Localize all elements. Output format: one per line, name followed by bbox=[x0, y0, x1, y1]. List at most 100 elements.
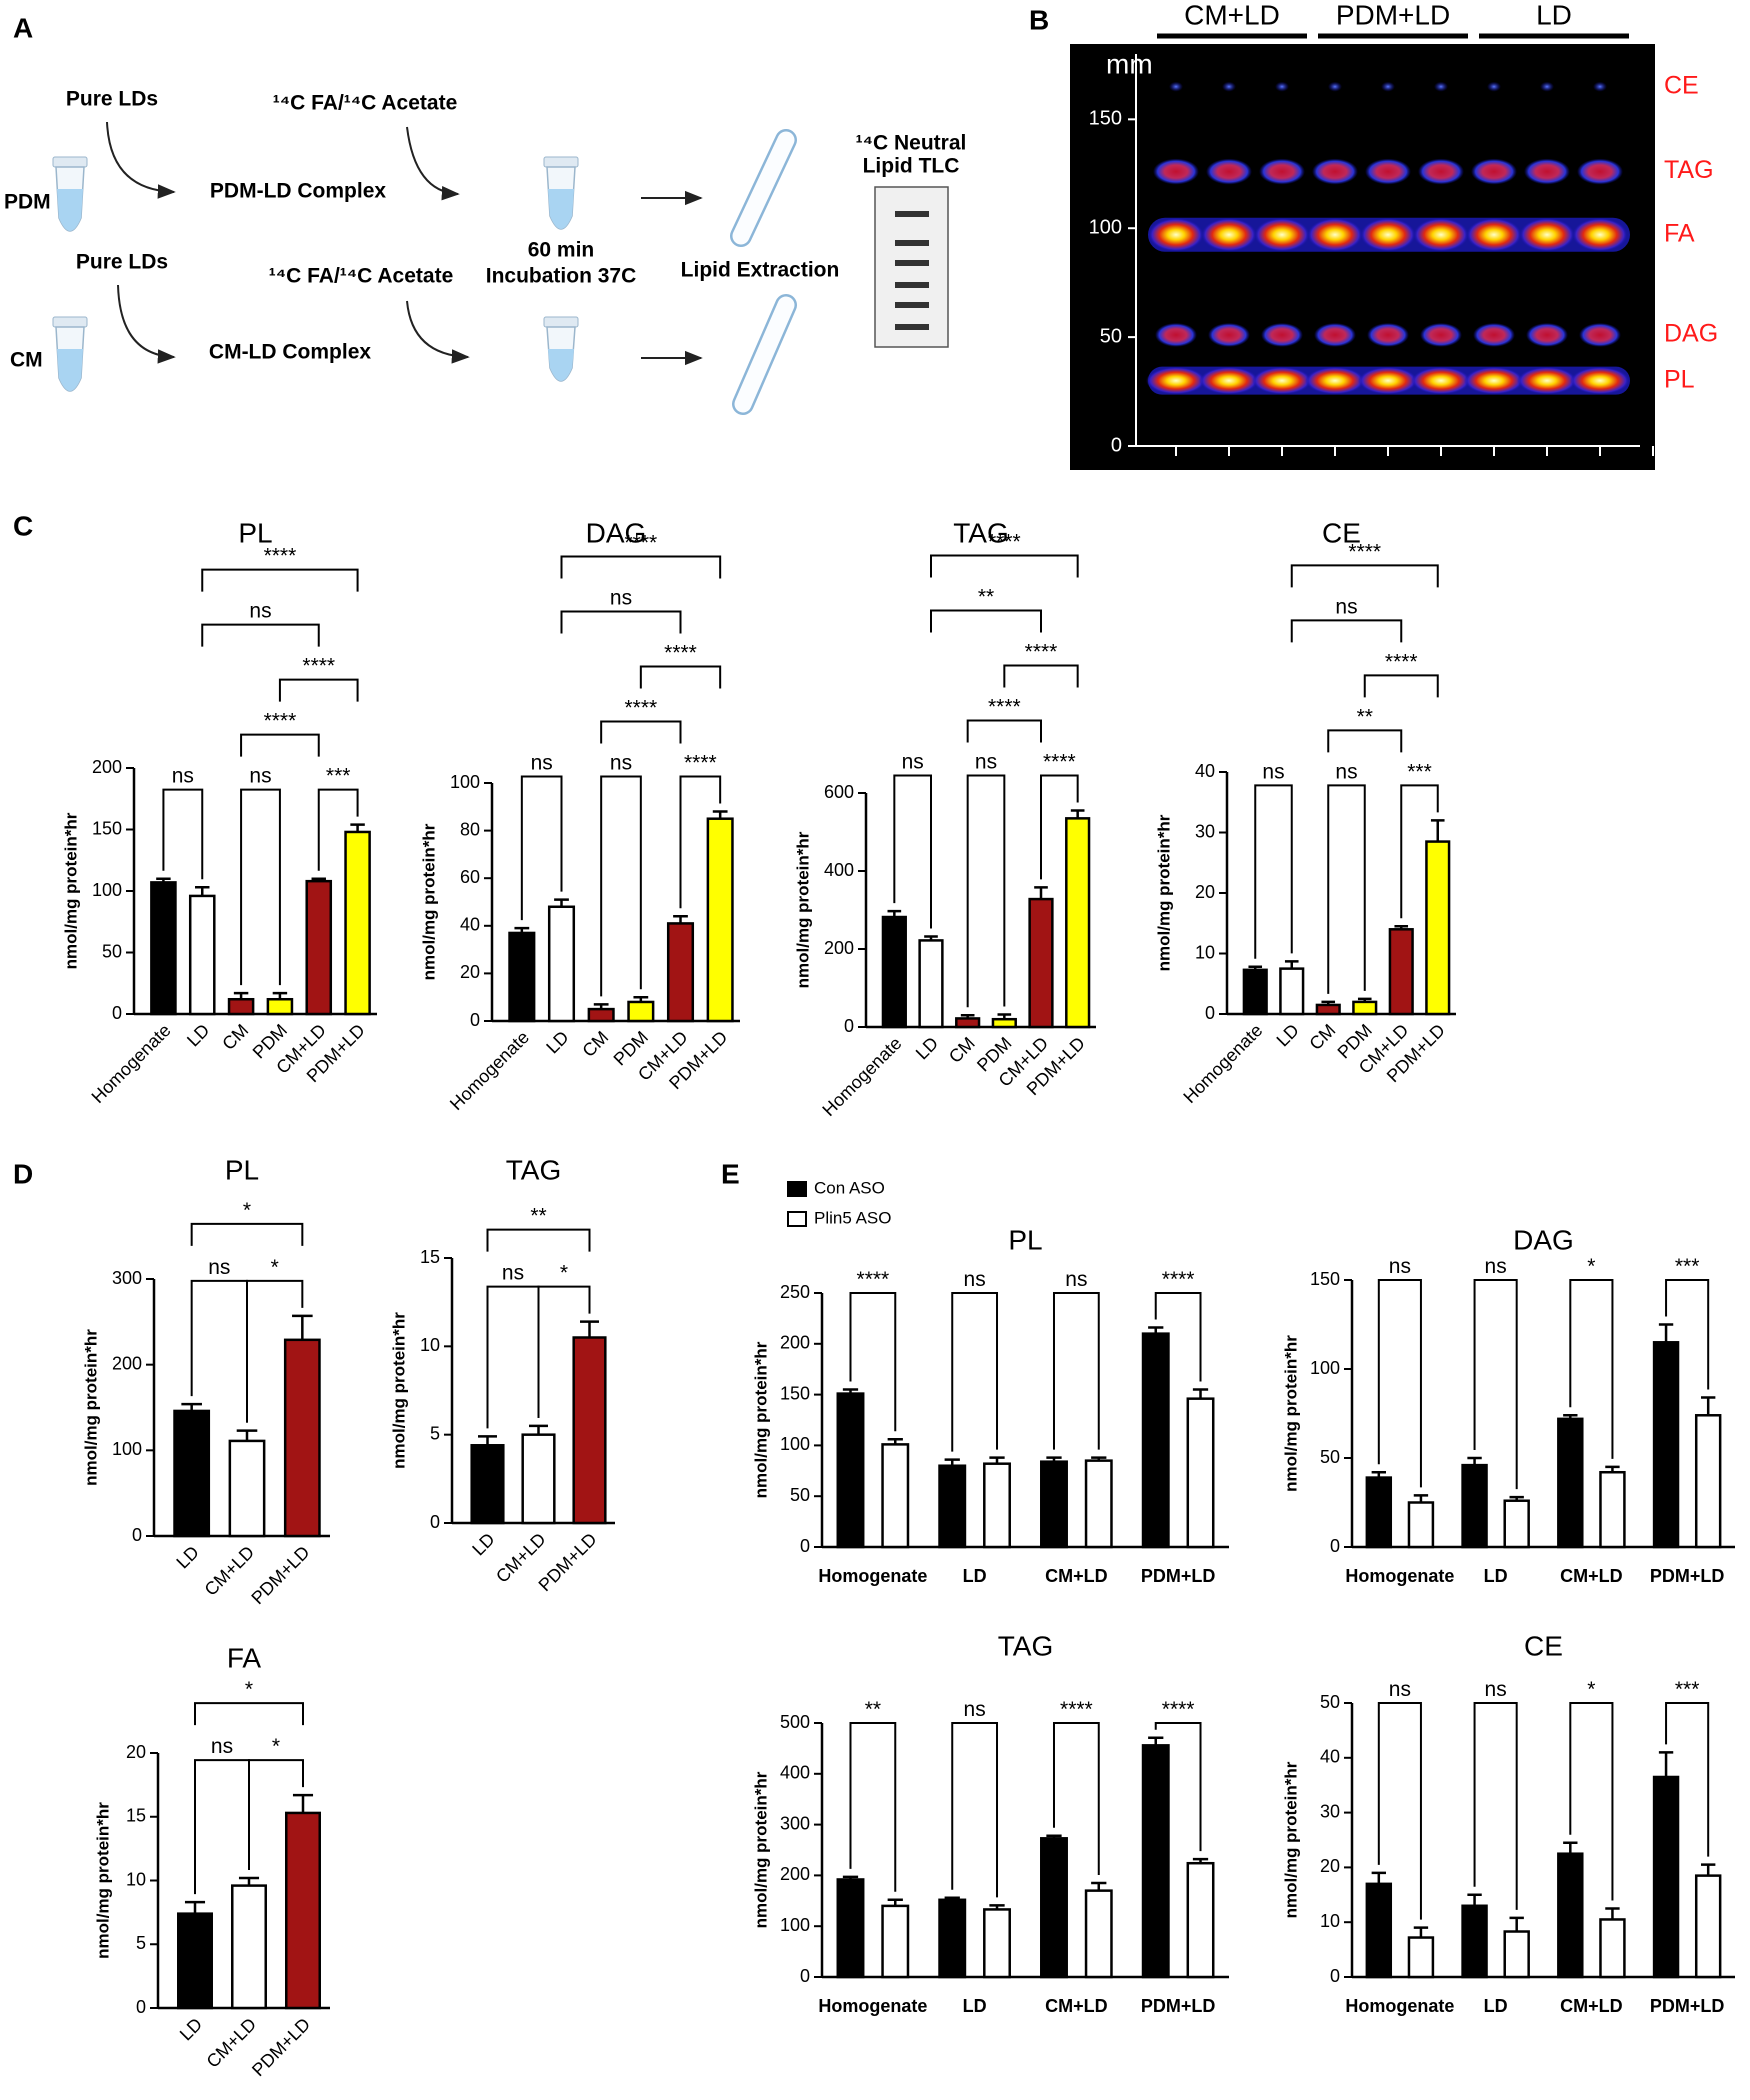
y-tick-label: 600 bbox=[824, 782, 854, 802]
error-bar bbox=[887, 1898, 903, 1906]
error-bar bbox=[1371, 1470, 1386, 1478]
significance-bracket bbox=[190, 1222, 304, 1246]
bar bbox=[881, 1443, 910, 1549]
significance-bracket bbox=[317, 788, 359, 871]
bar bbox=[587, 1007, 615, 1023]
significance-label: **** bbox=[624, 697, 657, 720]
tlc-spot bbox=[1360, 217, 1416, 252]
significance-label: **** bbox=[1060, 1698, 1093, 1721]
y-tick-label: 150 bbox=[1310, 1269, 1340, 1289]
x-tick-label: LD bbox=[912, 1033, 942, 1063]
significance-label: * bbox=[1587, 1255, 1595, 1278]
y-tick-label: 20 bbox=[126, 1742, 146, 1762]
significance-bracket bbox=[639, 665, 722, 689]
bar bbox=[572, 1336, 607, 1525]
bar bbox=[231, 1884, 267, 2010]
tlc-spot bbox=[1169, 81, 1183, 92]
x-tick-label: LD bbox=[172, 1542, 202, 1572]
bar bbox=[228, 1439, 266, 1538]
tlc-spot bbox=[1471, 158, 1517, 185]
y-tick-label: 30 bbox=[1320, 1801, 1340, 1821]
bar bbox=[1028, 897, 1054, 1029]
x-tick-label: PDM+LD bbox=[1141, 1996, 1216, 2016]
x-tick-label: LD bbox=[963, 1996, 987, 2016]
y-tick-label: 400 bbox=[824, 860, 854, 880]
reagent-label: Pure LDs bbox=[66, 88, 158, 111]
x-tick-label: PDM+LD bbox=[248, 2014, 314, 2080]
tlc-spot bbox=[1367, 322, 1409, 347]
x-tick-label: LD bbox=[1484, 1996, 1508, 2016]
error-bar bbox=[1658, 1323, 1674, 1343]
significance-label: ** bbox=[530, 1205, 546, 1228]
significance-label: **** bbox=[1385, 650, 1418, 673]
significance-label: *** bbox=[326, 765, 351, 788]
bar bbox=[706, 817, 734, 1023]
significance-bracket bbox=[1290, 619, 1403, 643]
bar bbox=[173, 1409, 211, 1538]
significance-bracket bbox=[1003, 664, 1079, 688]
tlc-spot bbox=[1579, 322, 1621, 347]
significance-bracket bbox=[849, 1722, 897, 1892]
y-axis-label: nmol/mg protein*hr bbox=[1281, 1761, 1300, 1918]
panel-label: B bbox=[1029, 4, 1049, 35]
significance-bracket bbox=[1052, 1292, 1100, 1450]
error-bar bbox=[1509, 1916, 1524, 1932]
step-label: Incubation 37C bbox=[486, 265, 637, 288]
significance-label: ns bbox=[502, 1262, 524, 1285]
y-tick-label: 40 bbox=[1195, 761, 1215, 781]
error-bar bbox=[156, 877, 171, 883]
significance-bracket bbox=[246, 1279, 304, 1423]
complex-label: PDM-LD Complex bbox=[210, 180, 386, 203]
tube bbox=[543, 156, 579, 230]
significance-bracket bbox=[951, 1292, 999, 1452]
significance-bracket bbox=[849, 1292, 897, 1432]
x-tick-label: PDM+LD bbox=[1650, 1566, 1725, 1586]
significance-bracket bbox=[1154, 1722, 1202, 1852]
error-bar bbox=[673, 915, 688, 924]
tube-cap bbox=[52, 156, 88, 168]
significance-label: ns bbox=[1485, 1678, 1507, 1701]
significance-bracket bbox=[1327, 784, 1366, 994]
bar bbox=[150, 881, 177, 1016]
bar bbox=[1084, 1459, 1113, 1549]
y-tick-label: 10 bbox=[420, 1335, 440, 1355]
bar bbox=[1084, 1889, 1113, 1979]
chart-title: TAG bbox=[998, 1630, 1053, 1661]
significance-label: *** bbox=[1407, 760, 1432, 783]
y-tick-label: 5 bbox=[430, 1423, 440, 1443]
tube bbox=[543, 316, 579, 382]
significance-label: ns bbox=[610, 587, 632, 610]
significance-bracket bbox=[486, 1228, 591, 1252]
y-axis-label: nmol/mg protein*hr bbox=[1281, 1335, 1300, 1492]
y-axis-label: nmol/mg protein*hr bbox=[61, 812, 80, 969]
y-tick-label: 0 bbox=[1205, 1003, 1215, 1023]
y-tick-label: 150 bbox=[780, 1383, 810, 1403]
y-tick-label: 300 bbox=[780, 1813, 810, 1833]
tlc-spot bbox=[1252, 366, 1312, 395]
significance-label: ns bbox=[249, 600, 271, 623]
y-tick-label: 50 bbox=[790, 1485, 810, 1505]
bar bbox=[991, 1017, 1017, 1029]
y-tick-label: 50 bbox=[102, 941, 122, 961]
error-bar bbox=[712, 810, 728, 819]
y-tick-label: 20 bbox=[1195, 882, 1215, 902]
significance-bracket bbox=[679, 775, 722, 909]
y-axis-label: nmol/mg protein*hr bbox=[93, 1802, 112, 1959]
error-bar bbox=[1034, 886, 1048, 900]
significance-label: ** bbox=[865, 1698, 881, 1721]
significance-label: * bbox=[1587, 1678, 1595, 1701]
y-tick-label: 500 bbox=[780, 1712, 810, 1732]
error-bar bbox=[292, 1314, 313, 1340]
error-bar bbox=[1371, 1871, 1386, 1884]
sample-label: PDM bbox=[4, 191, 51, 214]
bar bbox=[283, 1338, 321, 1538]
y-tick-label: 50 bbox=[1320, 1447, 1340, 1467]
error-bar bbox=[1413, 1494, 1429, 1503]
significance-bracket bbox=[1569, 1702, 1614, 1901]
bar bbox=[627, 1000, 655, 1023]
tlc-spot bbox=[1473, 322, 1515, 347]
significance-bracket bbox=[1665, 1702, 1710, 1857]
y-tick-label: 80 bbox=[460, 819, 480, 839]
significance-label: ns bbox=[531, 752, 553, 775]
significance-bracket bbox=[190, 1279, 248, 1423]
